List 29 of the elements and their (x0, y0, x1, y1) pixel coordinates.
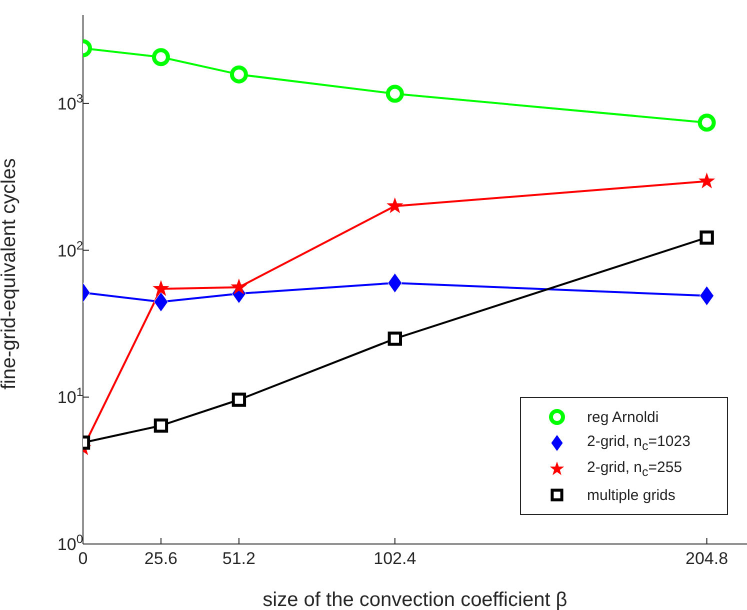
point (154, 292, 168, 312)
y-axis-title: fine-grid-equivalent cycles (0, 158, 20, 390)
x-tick-label: 25.6 (144, 549, 178, 568)
x-tick-label: 51.2 (222, 549, 256, 568)
point (700, 286, 714, 306)
point (700, 230, 714, 245)
legend-label: reg Arnoldi (587, 408, 659, 426)
point (230, 278, 248, 294)
point (698, 114, 716, 132)
point (230, 65, 248, 84)
point (386, 84, 404, 103)
point (388, 332, 402, 346)
point (152, 48, 170, 66)
point (154, 418, 168, 433)
legend-label: multiple grids (587, 486, 676, 504)
x-tick-label: 204.8 (686, 549, 728, 568)
x-axis-title: size of the convection coefficient β (262, 589, 568, 610)
y-tick-label: 10$^{2}$ (57, 238, 84, 260)
legend-label: 2-grid, n$_{c}$=1023 (587, 433, 690, 453)
y-tick-label: 10$^{1}$ (57, 385, 84, 408)
point (152, 280, 170, 296)
y-tick-label: 10$^{3}$ (57, 91, 84, 114)
point (388, 272, 402, 294)
x-tick-label: 102.4 (374, 549, 416, 568)
point (232, 392, 246, 407)
point (698, 172, 716, 188)
point (386, 197, 404, 214)
x-tick-label: 0 (78, 549, 88, 568)
legend-label: 2-grid, n$_{c}$=255 (587, 459, 682, 479)
